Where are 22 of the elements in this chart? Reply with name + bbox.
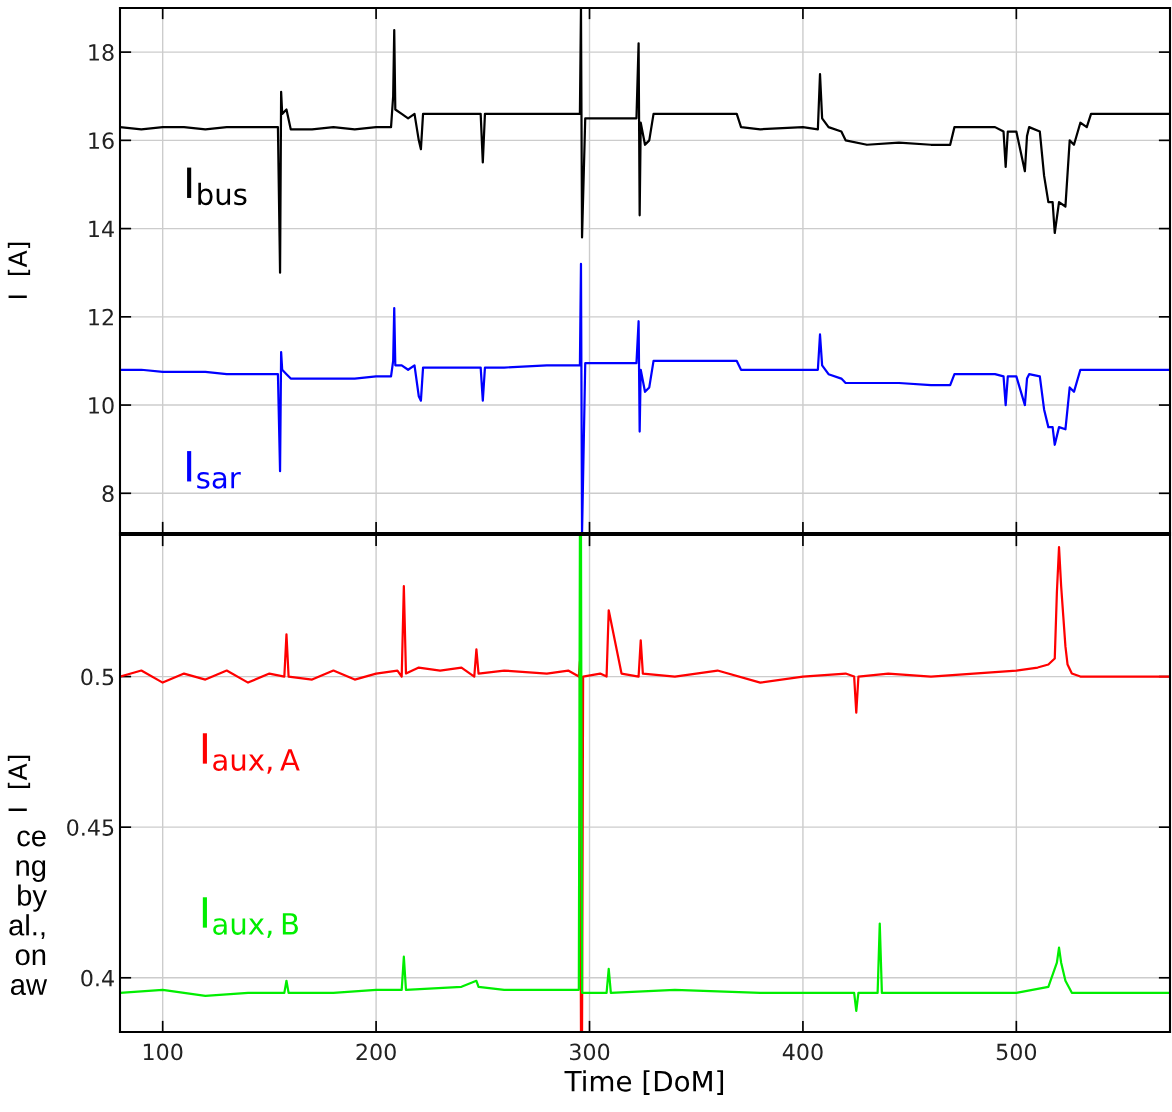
series-label: I$_{sar}$ [187, 451, 241, 489]
x-tick-label: 200 [356, 1043, 396, 1061]
x-tick-label: 100 [143, 1043, 183, 1061]
y-tick-label: 10 [89, 397, 114, 414]
y-axis-title: I [A] [7, 755, 31, 811]
y-tick-label: 16 [89, 132, 114, 150]
y-tick-label: 0.4 [81, 969, 114, 987]
y-axis-title: I [A] [7, 242, 31, 298]
y-tick-label: 8 [102, 485, 114, 503]
series-label: I$_{bus}$ [187, 167, 247, 206]
x-axis-title: Time [DoM] [564, 1070, 724, 1095]
series-label: I$_{aux,B}$ [202, 897, 298, 938]
x-tick-label: 500 [996, 1043, 1037, 1061]
y-tick-label: 0.5 [81, 668, 114, 686]
x-tick-label: 300 [570, 1043, 610, 1061]
y-tick-label: 14 [89, 220, 114, 238]
text: ce ng by al., on aw [9, 830, 48, 996]
y-tick-label: 18 [89, 44, 114, 61]
y-tick-label: 0.45 [67, 819, 114, 836]
series-label: I$_{aux,A}$ [202, 733, 300, 774]
x-tick-label: 400 [782, 1043, 823, 1061]
y-tick-label: 12 [89, 308, 113, 326]
